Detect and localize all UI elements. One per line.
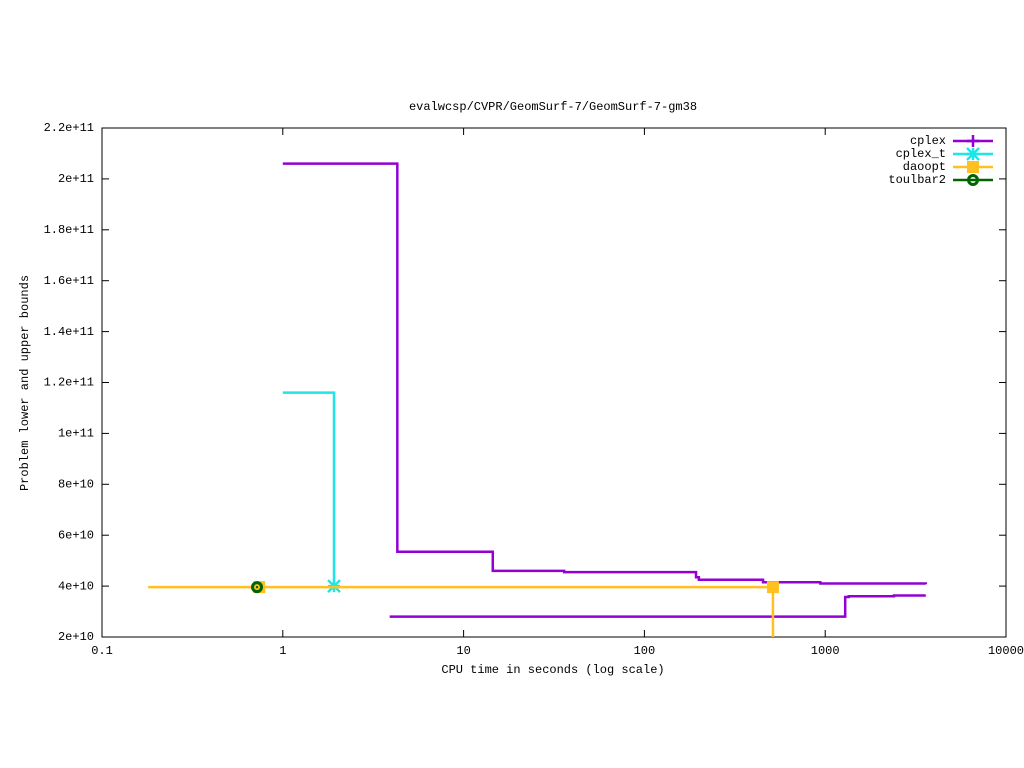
x-tick-label: 100 (634, 644, 656, 658)
y-tick-label: 8e+10 (58, 477, 94, 491)
y-tick-label: 4e+10 (58, 579, 94, 593)
y-tick-label: 1.4e+11 (44, 325, 94, 339)
y-axis-label: Problem lower and upper bounds (18, 275, 32, 491)
marker-shape (255, 585, 259, 589)
marker (251, 581, 264, 594)
legend-label: cplex (910, 134, 946, 148)
chart-title: evalwcsp/CVPR/GeomSurf-7/GeomSurf-7-gm38 (409, 100, 697, 114)
marker-shape (971, 178, 975, 182)
y-tick-label: 1.2e+11 (44, 376, 94, 390)
series-line (282, 391, 336, 587)
marker (766, 581, 779, 594)
marker-shape (967, 161, 979, 173)
y-tick-label: 6e+10 (58, 528, 94, 542)
marker-shape (766, 581, 779, 594)
series-line (148, 585, 775, 637)
marker (966, 147, 980, 161)
x-axis-label: CPU time in seconds (log scale) (441, 663, 664, 677)
marker-shape (966, 147, 980, 161)
x-tick-label: 10000 (988, 644, 1024, 658)
legend-label: cplex_t (896, 147, 946, 161)
y-tick-label: 2e+11 (58, 172, 94, 186)
legend-label: toulbar2 (888, 173, 946, 187)
y-tick-label: 1.8e+11 (44, 223, 94, 237)
plot-frame (101, 127, 1007, 638)
y-tick-label: 2.2e+11 (44, 121, 94, 135)
x-tick-label: 10 (456, 644, 470, 658)
y-tick-label: 1e+11 (58, 427, 94, 441)
x-tick-label: 1 (279, 644, 286, 658)
legend-label: daoopt (903, 160, 946, 174)
marker (967, 135, 979, 147)
series-line (282, 162, 928, 618)
marker-shape (967, 174, 979, 186)
x-tick-label: 0.1 (91, 644, 113, 658)
y-tick-label: 1.6e+11 (44, 274, 94, 288)
marker-shape (967, 135, 979, 147)
x-tick-label: 1000 (811, 644, 840, 658)
marker (967, 161, 979, 173)
marker (967, 174, 979, 186)
marker-shape (251, 581, 264, 594)
y-tick-label: 2e+10 (58, 630, 94, 644)
